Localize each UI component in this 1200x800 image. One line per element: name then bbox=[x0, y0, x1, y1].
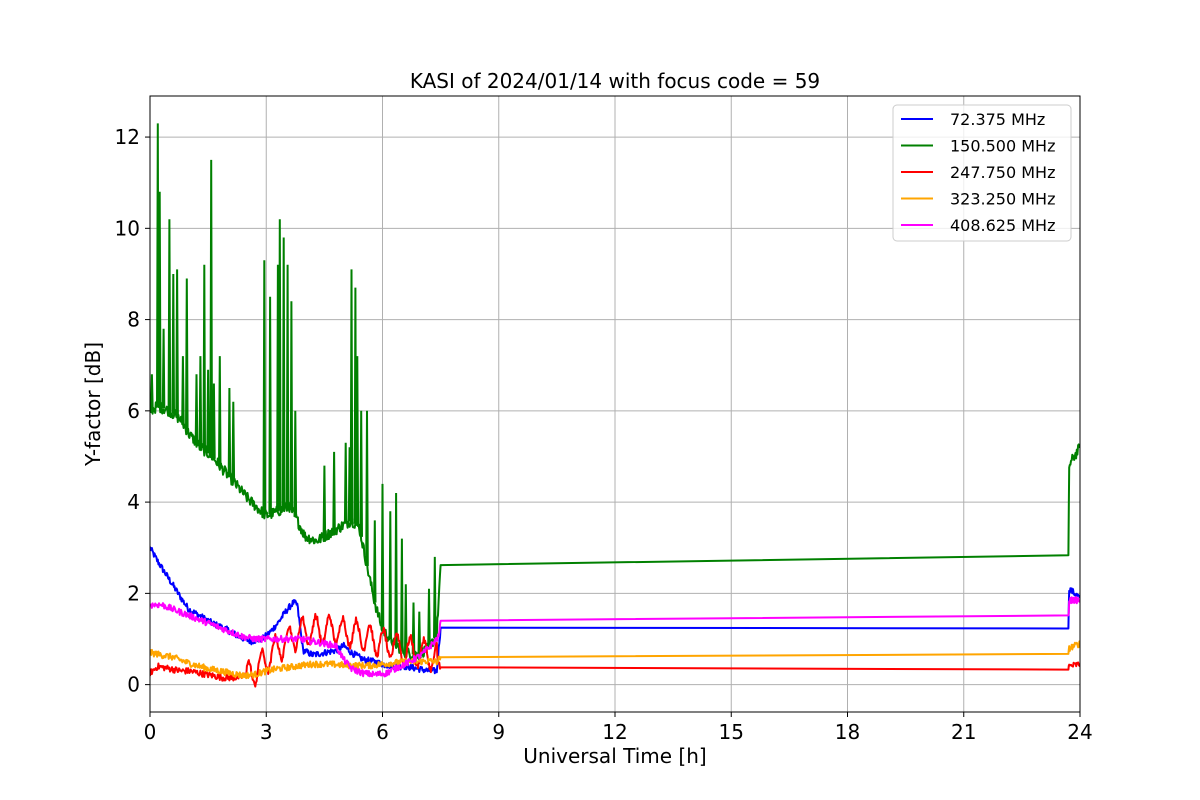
y-tick-label: 4 bbox=[127, 490, 140, 514]
legend-label: 323.250 MHz bbox=[950, 190, 1055, 209]
legend-label: 408.625 MHz bbox=[950, 216, 1055, 235]
legend-label: 247.750 MHz bbox=[950, 163, 1055, 182]
chart-title: KASI of 2024/01/14 with focus code = 59 bbox=[410, 69, 820, 93]
y-tick-label: 10 bbox=[115, 216, 140, 240]
x-tick-label: 24 bbox=[1067, 720, 1092, 744]
series-line-3 bbox=[150, 640, 1080, 680]
x-tick-label: 3 bbox=[260, 720, 273, 744]
legend-label: 72.375 MHz bbox=[950, 110, 1045, 129]
x-tick-label: 12 bbox=[602, 720, 627, 744]
series-line-4 bbox=[150, 596, 1080, 678]
y-tick-label: 6 bbox=[127, 399, 140, 423]
legend-label: 150.500 MHz bbox=[950, 137, 1055, 156]
x-tick-label: 6 bbox=[376, 720, 389, 744]
y-tick-label: 8 bbox=[127, 308, 140, 332]
x-tick-label: 21 bbox=[951, 720, 976, 744]
y-tick-label: 12 bbox=[115, 125, 140, 149]
x-tick-label: 18 bbox=[835, 720, 860, 744]
y-tick-label: 0 bbox=[127, 673, 140, 697]
y-tick-label: 2 bbox=[127, 581, 140, 605]
x-tick-label: 9 bbox=[492, 720, 505, 744]
x-tick-label: 15 bbox=[719, 720, 744, 744]
x-axis-label: Universal Time [h] bbox=[523, 744, 706, 768]
x-tick-label: 0 bbox=[144, 720, 157, 744]
series-spikes-1 bbox=[150, 123, 437, 655]
series-layer bbox=[150, 123, 1080, 688]
y-axis-label: Y-factor [dB] bbox=[81, 342, 105, 467]
legend: 72.375 MHz 150.500 MHz 247.750 MHz 323.250 … bbox=[892, 104, 1072, 242]
legend-box bbox=[892, 104, 1072, 242]
